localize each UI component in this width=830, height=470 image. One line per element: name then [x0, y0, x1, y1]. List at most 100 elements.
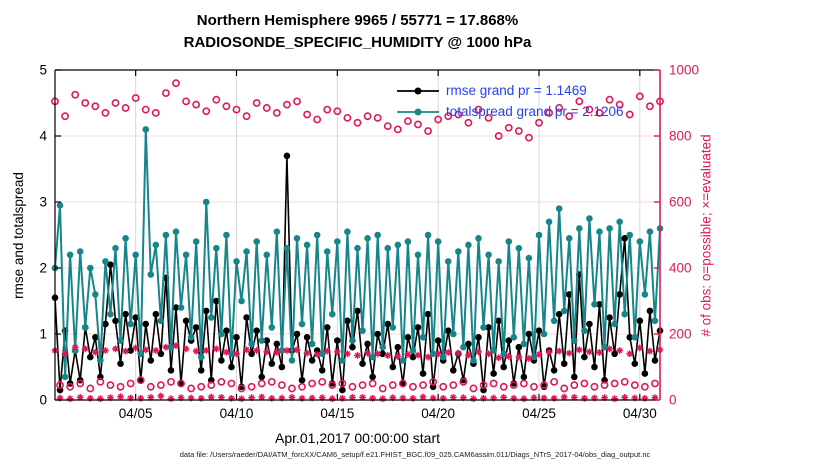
dot-marker-totalspread [233, 258, 240, 265]
dot-marker-totalspread [641, 291, 649, 298]
dot-marker-rmse [525, 330, 533, 338]
circle-marker-possible-obs [615, 100, 624, 109]
asterisk-marker-evaluated-obs [323, 347, 331, 355]
asterisk-marker-evaluated-obs [147, 393, 155, 401]
dot-marker-totalspread [328, 310, 336, 318]
asterisk-marker-evaluated-obs [555, 347, 563, 355]
circle-marker-possible-obs [162, 89, 170, 97]
circle-marker-possible-obs [383, 122, 392, 130]
dot-marker-rmse [646, 307, 654, 315]
asterisk-marker-evaluated-obs [510, 394, 518, 402]
dot-marker-rmse [293, 330, 301, 338]
circle-marker-possible-obs [283, 100, 291, 109]
dot-marker-totalspread [147, 271, 155, 278]
dot-marker-rmse [127, 347, 134, 354]
series-possible-obs [51, 79, 664, 393]
asterisk-marker-evaluated-obs [616, 347, 624, 354]
dot-marker-totalspread [470, 357, 477, 364]
dot-marker-rmse [465, 340, 472, 348]
dot-marker-totalspread [293, 235, 301, 242]
asterisk-marker-evaluated-obs [434, 350, 442, 358]
asterisk-marker-evaluated-obs [419, 393, 427, 401]
dot-marker-totalspread [444, 258, 452, 265]
circle-marker-possible-obs [111, 99, 120, 107]
dot-marker-totalspread [626, 231, 634, 239]
circle-marker-possible-obs [424, 127, 432, 135]
dot-marker-totalspread [399, 357, 407, 364]
asterisk-marker-evaluated-obs [364, 349, 371, 357]
asterisk-marker-evaluated-obs [591, 394, 598, 402]
dot-marker-totalspread [303, 241, 311, 249]
asterisk-marker-evaluated-obs [202, 347, 210, 354]
asterisk-marker-evaluated-obs [71, 343, 79, 351]
dot-marker-totalspread [202, 198, 210, 206]
asterisk-marker-evaluated-obs [333, 348, 341, 356]
dot-marker-totalspread [263, 251, 271, 259]
circle-marker-possible-obs [242, 112, 251, 121]
dot-marker-totalspread [550, 317, 558, 325]
asterisk-marker-evaluated-obs [394, 353, 402, 360]
dot-marker-totalspread [596, 228, 603, 235]
circle-marker-possible-obs [222, 102, 231, 111]
circle-marker-possible-obs [525, 133, 533, 142]
circle-marker-possible-obs [509, 381, 518, 390]
x-tick-label: 04/25 [522, 406, 556, 421]
asterisk-marker-evaluated-obs [470, 395, 477, 403]
dot-marker-totalspread [581, 327, 588, 335]
dot-marker-rmse [323, 324, 331, 331]
circle-marker-possible-obs [101, 109, 110, 117]
circle-marker-possible-obs [141, 105, 150, 114]
dot-marker-totalspread [565, 235, 573, 242]
asterisk-marker-evaluated-obs [81, 345, 89, 353]
circle-marker-possible-obs [207, 381, 216, 390]
asterisk-marker-evaluated-obs [465, 351, 472, 359]
circle-marker-possible-obs [640, 382, 649, 391]
circle-marker-possible-obs [318, 377, 327, 386]
asterisk-marker-evaluated-obs [344, 350, 351, 358]
dot-marker-rmse [636, 317, 644, 325]
asterisk-marker-evaluated-obs [565, 349, 573, 357]
dot-marker-totalspread [288, 357, 296, 364]
circle-marker-possible-obs [227, 379, 236, 388]
asterisk-marker-evaluated-obs [359, 393, 366, 401]
circle-marker-possible-obs [474, 105, 483, 114]
asterisk-marker-evaluated-obs [132, 344, 140, 352]
circle-marker-possible-obs [343, 113, 352, 122]
dot-marker-totalspread [157, 317, 165, 325]
asterisk-marker-evaluated-obs [273, 349, 281, 356]
circle-marker-possible-obs [459, 377, 468, 386]
asterisk-marker-evaluated-obs [550, 394, 558, 402]
dot-marker-totalspread [651, 317, 659, 325]
circle-marker-possible-obs [419, 381, 427, 390]
asterisk-marker-evaluated-obs [535, 351, 543, 358]
dot-marker-totalspread [81, 324, 89, 331]
asterisk-marker-evaluated-obs [137, 394, 145, 402]
circle-marker-possible-obs [262, 104, 271, 112]
dot-marker-totalspread [505, 238, 513, 245]
circle-marker-possible-obs [71, 90, 80, 99]
circle-marker-possible-obs [595, 109, 604, 117]
dot-marker-rmse [142, 320, 150, 328]
dot-marker-rmse [565, 291, 573, 298]
left-tick-label: 2 [39, 261, 47, 276]
dot-marker-totalspread [485, 251, 492, 259]
dot-marker-totalspread [540, 330, 548, 338]
dot-marker-rmse [92, 334, 99, 341]
circle-marker-possible-obs [298, 382, 306, 391]
x-tick-label: 04/15 [320, 406, 354, 421]
circle-marker-possible-obs [146, 382, 155, 391]
dot-marker-totalspread [455, 248, 462, 255]
dot-marker-totalspread [591, 301, 598, 308]
dot-marker-totalspread [570, 337, 578, 344]
dot-marker-totalspread [86, 264, 94, 272]
dot-marker-totalspread [238, 297, 245, 305]
dot-marker-totalspread [253, 238, 260, 245]
dot-marker-totalspread [308, 340, 316, 348]
dot-marker-rmse [505, 337, 513, 344]
circle-marker-possible-obs [167, 377, 175, 386]
circle-marker-possible-obs [267, 377, 276, 386]
series-totalspread [51, 126, 664, 381]
asterisk-marker-evaluated-obs [157, 392, 165, 400]
dot-marker-rmse [570, 373, 578, 381]
asterisk-marker-evaluated-obs [631, 394, 639, 402]
